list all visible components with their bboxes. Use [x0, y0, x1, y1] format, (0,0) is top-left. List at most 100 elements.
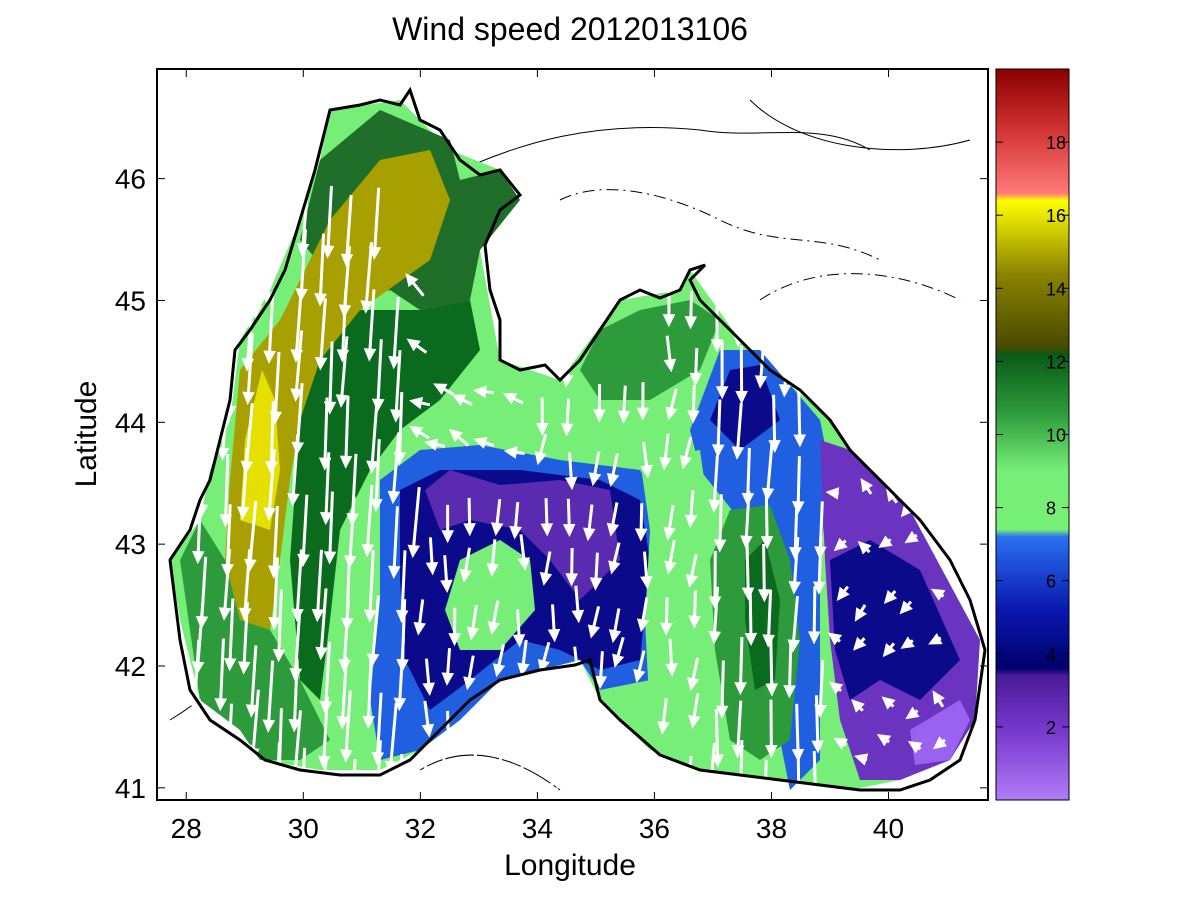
wind-arrow — [388, 702, 398, 772]
wind-arrow — [294, 290, 303, 360]
x-tick-label: 28 — [171, 813, 202, 844]
wind-arrow-head — [346, 513, 359, 527]
wind-arrow-head — [186, 439, 200, 454]
wind-arrow-head — [216, 447, 230, 461]
y-axis-label: Latitude — [70, 381, 103, 488]
wind-arrow-head — [687, 677, 700, 692]
wind-arrow-head — [606, 522, 620, 537]
wind-arrow-head — [854, 607, 867, 622]
wind-arrow-head — [387, 490, 401, 505]
wind-arrow-head — [754, 375, 768, 389]
wind-arrow — [294, 330, 304, 399]
wind-arrow-head — [439, 781, 453, 796]
y-tick-label: 44 — [115, 407, 146, 438]
y-tick-label: 41 — [115, 773, 146, 804]
wind-arrow — [223, 454, 230, 524]
wind-arrow — [277, 589, 283, 660]
wind-arrow-head — [657, 721, 670, 735]
wind-arrow-head — [708, 630, 722, 645]
contour-line — [749, 99, 971, 151]
wind-arrow-head — [608, 560, 621, 575]
wind-vectors — [186, 182, 948, 828]
wind-arrow — [350, 453, 358, 524]
wind-arrow — [370, 401, 379, 471]
x-axis-label: Longitude — [504, 849, 636, 882]
wind-arrow-head — [932, 690, 945, 705]
wind-arrow-head — [473, 385, 487, 399]
wind-arrow-head — [319, 701, 333, 715]
region-far-east-light-purple — [910, 700, 970, 765]
wind-arrow — [318, 298, 327, 368]
wind-arrow-head — [463, 523, 476, 537]
wind-arrow-head — [265, 461, 278, 475]
wind-arrow-head — [713, 539, 727, 553]
wind-arrow — [204, 189, 211, 260]
wind-arrow-head — [317, 755, 331, 769]
wind-arrow — [392, 506, 399, 576]
wind-arrow-head — [517, 662, 530, 677]
wind-arrow-head — [197, 304, 210, 318]
wind-arrow-head — [214, 698, 228, 712]
wind-arrow — [246, 332, 254, 402]
wind-arrow-head — [659, 456, 672, 471]
wind-arrow-head — [571, 669, 584, 684]
wind-arrow-head — [710, 339, 724, 353]
wind-arrow — [200, 444, 207, 515]
wind-arrow-head — [785, 341, 798, 356]
wind-arrow — [267, 449, 276, 518]
wind-arrow-head — [664, 560, 677, 575]
wind-arrow-head — [760, 536, 774, 550]
colorbar-tick-label: 14 — [1046, 279, 1066, 299]
wind-arrow-head — [459, 568, 473, 583]
wind-arrow-head — [512, 634, 526, 648]
wind-arrow-head — [425, 561, 439, 576]
wind-arrow-head — [470, 734, 484, 748]
wind-arrow-head — [904, 530, 919, 544]
wind-arrow-head — [679, 455, 693, 470]
wind-arrow-head — [463, 676, 476, 691]
wind-arrow-head — [219, 514, 233, 528]
wind-arrow — [301, 494, 309, 564]
wind-arrow-head — [297, 553, 310, 568]
wind-arrow-head — [421, 723, 435, 738]
wind-arrow-head — [222, 763, 235, 777]
x-tick-label: 32 — [405, 813, 436, 844]
wind-arrow-head — [878, 535, 893, 549]
wind-arrow — [228, 598, 235, 668]
wind-arrow-head — [688, 714, 701, 729]
wind-arrow-head — [422, 682, 435, 696]
wind-arrow-head — [486, 563, 499, 577]
wind-arrow-head — [905, 706, 920, 720]
wind-arrow — [344, 690, 352, 760]
wind-arrow-head — [928, 632, 943, 645]
wind-arrow — [344, 194, 353, 264]
wind-arrow — [251, 689, 260, 758]
wind-arrow — [392, 296, 400, 366]
wind-arrow-head — [187, 400, 201, 415]
chart-title: Wind speed 2012013106 — [392, 11, 748, 47]
wind-arrow — [323, 641, 332, 712]
wind-arrow — [339, 336, 349, 405]
wind-arrow — [244, 402, 254, 471]
wind-arrow-head — [405, 273, 419, 288]
wind-arrow-head — [571, 609, 585, 624]
wind-arrow-head — [860, 478, 873, 493]
wind-arrow — [272, 192, 282, 261]
wind-arrow-head — [366, 460, 379, 474]
wind-arrow-head — [715, 386, 729, 400]
wind-arrow-head — [587, 624, 601, 639]
wind-arrow-head — [833, 737, 848, 750]
wind-arrow-head — [682, 779, 695, 793]
wind-arrow-head — [424, 438, 439, 451]
wind-arrow-head — [930, 588, 946, 601]
wind-arrow-head — [853, 753, 869, 766]
wind-arrow-head — [814, 704, 827, 718]
wind-arrow-head — [881, 696, 896, 710]
wind-arrow-head — [547, 628, 561, 643]
wind-arrow-head — [288, 719, 302, 733]
wind-arrow — [391, 432, 401, 501]
wind-arrow-head — [348, 820, 356, 828]
wind-arrow-head — [899, 600, 913, 615]
wind-arrow-head — [190, 351, 203, 365]
wind-arrow-head — [708, 499, 721, 513]
